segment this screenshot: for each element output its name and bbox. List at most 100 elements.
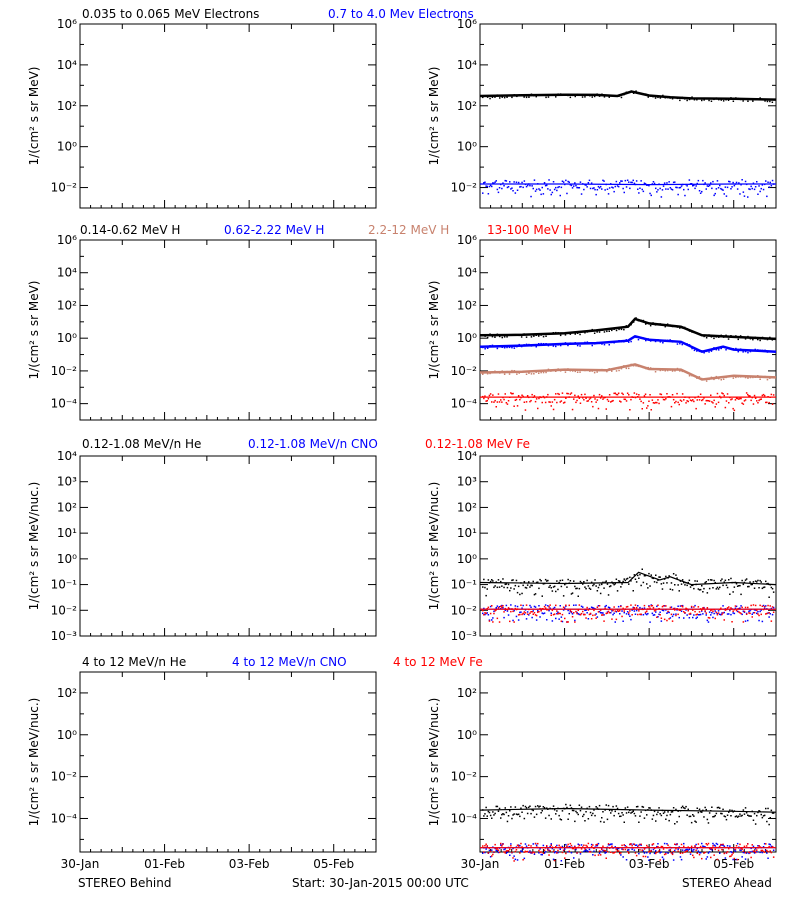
data-point — [522, 604, 524, 607]
data-point — [651, 612, 654, 615]
data-point — [568, 582, 570, 584]
data-point — [696, 616, 698, 619]
data-point — [761, 349, 764, 352]
data-point — [505, 852, 508, 854]
data-point — [586, 341, 589, 343]
data-point — [575, 184, 577, 187]
data-point — [489, 856, 492, 858]
data-point — [586, 612, 588, 614]
data-point — [486, 612, 488, 614]
data-point — [532, 610, 534, 612]
data-point — [635, 581, 638, 583]
data-point — [576, 371, 579, 373]
data-point — [763, 605, 766, 608]
data-point — [588, 613, 591, 616]
data-point — [711, 401, 713, 403]
data-point — [723, 852, 725, 855]
series-line — [480, 183, 776, 186]
data-point — [548, 401, 550, 403]
data-point — [703, 587, 705, 590]
data-point — [540, 580, 542, 582]
data-point — [552, 94, 555, 96]
data-point — [492, 811, 494, 813]
data-point — [696, 99, 698, 101]
y-tick-label: 10⁻⁴ — [51, 397, 78, 411]
data-point — [752, 338, 754, 341]
data-point — [753, 394, 756, 397]
data-point — [625, 846, 628, 848]
data-point — [645, 323, 647, 325]
data-point — [671, 589, 674, 591]
data-point — [730, 347, 732, 350]
data-point — [552, 345, 555, 347]
data-point — [741, 613, 743, 616]
data-point — [729, 396, 731, 399]
data-point — [759, 349, 761, 352]
data-point — [672, 850, 675, 853]
data-point — [649, 394, 651, 396]
data-point — [690, 605, 693, 608]
data-point — [562, 849, 565, 851]
data-point — [540, 371, 542, 374]
data-point — [717, 610, 720, 612]
data-point — [713, 844, 715, 846]
data-point — [749, 338, 752, 340]
data-point — [537, 609, 539, 612]
y-tick-label: 10³ — [57, 475, 77, 489]
data-point — [736, 188, 739, 190]
data-point — [545, 371, 547, 374]
data-point — [692, 584, 694, 587]
data-point — [651, 604, 654, 607]
data-point — [496, 94, 499, 96]
data-point — [501, 604, 503, 607]
data-point — [680, 583, 683, 585]
data-point — [599, 592, 602, 595]
data-point — [620, 401, 622, 403]
data-point — [631, 181, 633, 184]
data-point — [608, 809, 611, 812]
data-point — [723, 581, 725, 583]
data-point — [494, 336, 496, 338]
data-point — [712, 587, 714, 589]
data-point — [507, 186, 510, 188]
data-point — [660, 617, 663, 619]
data-point — [635, 90, 637, 92]
data-point — [545, 343, 547, 345]
data-point — [686, 185, 688, 187]
data-point — [770, 586, 773, 589]
data-point — [559, 370, 562, 372]
data-point — [741, 579, 743, 582]
data-point — [535, 371, 537, 373]
data-point — [552, 805, 555, 807]
data-point — [540, 396, 542, 399]
data-point — [613, 95, 615, 97]
data-point — [632, 321, 635, 323]
data-point — [614, 851, 616, 853]
data-point — [575, 810, 577, 813]
data-point — [767, 396, 769, 398]
data-point — [697, 811, 700, 814]
data-point — [601, 93, 603, 95]
data-point — [531, 616, 533, 619]
data-point — [716, 586, 719, 589]
data-point — [514, 607, 517, 610]
data-point — [559, 579, 561, 582]
data-point — [550, 614, 552, 616]
data-point — [571, 592, 574, 594]
x-tick-label: 03-Feb — [229, 857, 270, 871]
data-point — [693, 606, 695, 608]
y-tick-label: 10⁶ — [57, 17, 77, 31]
data-point — [528, 343, 530, 346]
data-point — [684, 807, 686, 810]
data-point — [568, 604, 570, 607]
data-point — [516, 189, 519, 191]
data-point — [724, 857, 727, 859]
data-point — [506, 403, 509, 405]
data-point — [518, 343, 520, 346]
data-point — [772, 394, 775, 396]
data-point — [520, 336, 523, 338]
data-point — [577, 395, 579, 397]
data-point — [657, 579, 659, 581]
data-point — [713, 612, 715, 615]
data-point — [607, 606, 610, 608]
